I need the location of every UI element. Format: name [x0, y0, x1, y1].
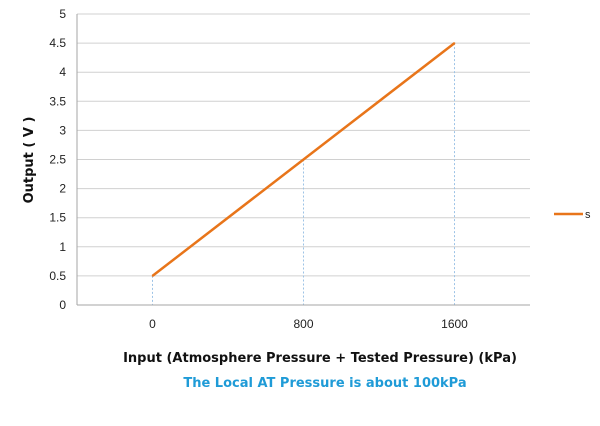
y-tick-label: 3 — [59, 123, 66, 137]
series-layer — [151, 42, 456, 277]
x-tick-label: 1600 — [441, 317, 468, 331]
y-tick-label: 3.5 — [49, 94, 66, 108]
drop-lines — [152, 43, 455, 305]
data-point — [453, 42, 456, 44]
x-tick-labels: 0 800 1600 — [149, 317, 468, 331]
y-tick-label: 2.5 — [49, 153, 66, 167]
data-point — [151, 275, 154, 277]
y-tick-label: 0 — [59, 298, 66, 312]
x-tick-label: 0 — [149, 317, 156, 331]
legend: s — [554, 209, 591, 221]
local-pressure-note: The Local AT Pressure is about 100kPa — [183, 376, 466, 391]
x-tick-label: 800 — [293, 317, 313, 331]
y-axis-title: Output ( V ) — [22, 117, 37, 204]
legend-entry: s — [585, 209, 591, 221]
data-point — [302, 158, 305, 161]
y-tick-label: 1.5 — [49, 211, 66, 225]
y-tick-label: 0.5 — [49, 269, 66, 283]
y-tick-label: 2 — [59, 182, 66, 196]
y-tick-label: 4 — [59, 65, 66, 79]
y-tick-label: 5 — [59, 7, 66, 21]
y-tick-label: 1 — [59, 240, 66, 254]
x-axis-title: Input (Atmosphere Pressure + Tested Pres… — [123, 351, 517, 366]
y-tick-label: 4.5 — [49, 36, 66, 50]
axes — [76, 14, 530, 306]
y-tick-labels: 0 0.5 1 1.5 2 2.5 3 3.5 4 4.5 5 — [49, 7, 66, 312]
